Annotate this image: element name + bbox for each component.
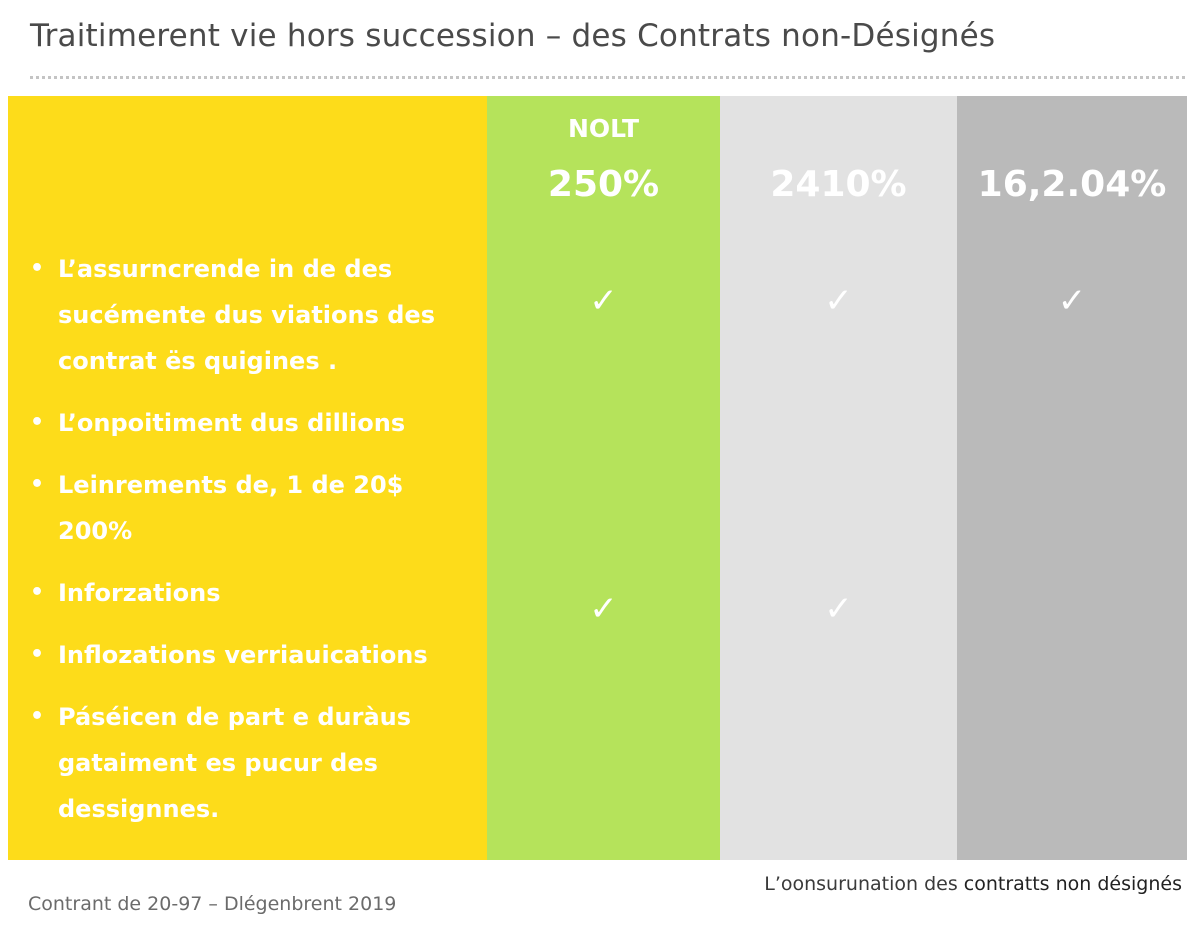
check-icon: ✓ — [824, 589, 853, 629]
feature-item: Páséicen de part e duràus gataiment es p… — [28, 694, 468, 832]
column-value: 250% — [547, 164, 660, 205]
feature-item: Inforzations — [28, 570, 468, 616]
column-label: NOLT — [567, 114, 640, 143]
column-16204: 16,2.04% ✓ — [957, 96, 1187, 860]
title-divider — [30, 76, 1185, 79]
footnote-right-prefix: L’oonsurunation des — [764, 873, 964, 895]
page-title: Traitimerent vie hors succession – des C… — [30, 18, 996, 54]
feature-item: Inflozations verriauications — [28, 632, 468, 678]
feature-list: L’assurncrende in de des sucémente dus v… — [28, 246, 468, 848]
check-icon: ✓ — [589, 589, 618, 629]
footnote-right: L’oonsurunation des contratts non désign… — [764, 873, 1182, 895]
column-nolt: NOLT 250% ✓ ✓ — [487, 96, 720, 860]
check-icon: ✓ — [824, 281, 853, 321]
column-value: 2410% — [770, 164, 907, 205]
check-icon: ✓ — [589, 281, 618, 321]
footnote-left: Contrant de 20-97 – Dlégenbrent 2019 — [28, 893, 397, 915]
check-icon: ✓ — [1057, 281, 1087, 321]
footnote-right-emphasis: contratts non désignés — [963, 873, 1182, 895]
features-column: L’assurncrende in de des sucémente dus v… — [8, 96, 487, 860]
feature-item: L’assurncrende in de des sucémente dus v… — [28, 246, 468, 384]
feature-item: L’onpoitiment dus dillions — [28, 400, 468, 446]
column-2410: 2410% ✓ ✓ — [720, 96, 957, 860]
feature-item: Leinrements de, 1 de 20$ 200% — [28, 462, 468, 554]
column-value: 16,2.04% — [977, 164, 1167, 205]
